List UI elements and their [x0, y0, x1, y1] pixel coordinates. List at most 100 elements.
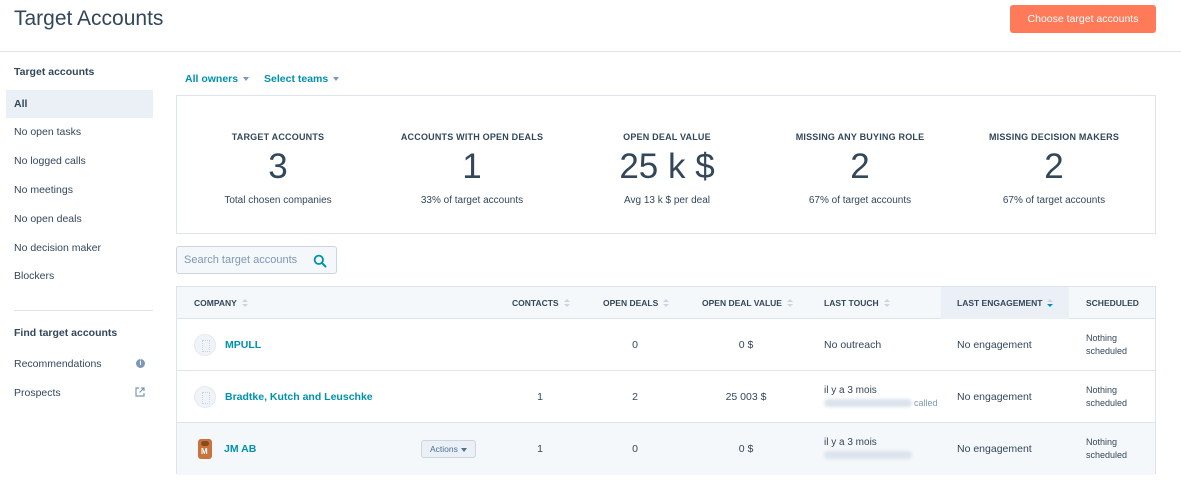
stat-label: MISSING DECISION MAKERS — [988, 132, 1120, 142]
table-row: MPULL 0 0 $ No outreach No engagement No… — [177, 319, 1155, 371]
engagement-cell: No engagement — [957, 339, 1032, 351]
stat-accounts-with-open-deals: ACCOUNTS WITH OPEN DEALS 1 33% of target… — [374, 96, 570, 235]
sort-descending-icon — [1047, 299, 1054, 308]
stat-subtext: 67% of target accounts — [1002, 195, 1106, 206]
stat-missing-buying-role: MISSING ANY BUYING ROLE 2 67% of target … — [762, 96, 958, 235]
sidebar-item-no-meetings[interactable]: No meetings — [14, 184, 73, 196]
table-row: M JM AB Actions 1 0 0 $ il y a 3 mois No… — [177, 423, 1155, 475]
stat-label: OPEN DEAL VALUE — [623, 132, 711, 142]
scheduled-cell: Nothing scheduled — [1086, 437, 1128, 460]
redacted-contact — [824, 399, 912, 408]
column-header-open-deal-value[interactable]: OPEN DEAL VALUE — [702, 287, 793, 319]
open-deals-cell: 2 — [632, 391, 638, 403]
scheduled-cell: Nothing scheduled — [1086, 333, 1128, 356]
column-header-last-touch[interactable]: LAST TOUCH — [824, 287, 890, 319]
stat-value: 3 — [268, 147, 288, 186]
page-title: Target Accounts — [14, 7, 164, 30]
sidebar-item-prospects[interactable]: Prospects — [6, 379, 153, 407]
owners-filter-dropdown[interactable]: All owners — [185, 73, 250, 85]
engagement-cell: No engagement — [957, 391, 1032, 403]
page-header: Target Accounts Choose target accounts — [0, 0, 1181, 52]
sort-icon — [241, 299, 248, 308]
engagement-cell: No engagement — [957, 443, 1032, 455]
stat-subtext: Avg 13 k $ per deal — [624, 195, 710, 206]
actions-dropdown-button[interactable]: Actions — [421, 440, 476, 458]
column-header-open-deals[interactable]: OPEN DEALS — [603, 287, 670, 319]
stat-value: 2 — [1044, 147, 1064, 186]
last-touch-cell: No outreach — [824, 339, 882, 351]
stat-subtext: 67% of target accounts — [808, 195, 912, 206]
last-touch-cell: il y a 3 mois called — [824, 371, 938, 423]
table-row: Bradtke, Kutch and Leuschke 1 2 25 003 $… — [177, 371, 1155, 423]
sort-icon — [883, 299, 890, 308]
scheduled-cell: Nothing scheduled — [1086, 385, 1128, 408]
sidebar-heading: Target accounts — [14, 66, 95, 78]
stat-value: 25 k $ — [619, 147, 715, 186]
company-logo-placeholder — [194, 386, 216, 408]
sidebar-item-blockers[interactable]: Blockers — [14, 270, 55, 282]
company-link[interactable]: JM AB — [224, 443, 257, 455]
last-touch-detail: called — [914, 398, 938, 408]
company-logo: M — [198, 439, 212, 459]
info-icon: i — [136, 350, 145, 378]
choose-target-accounts-button[interactable]: Choose target accounts — [1010, 5, 1156, 33]
stat-value: 1 — [462, 147, 482, 186]
company-cell: MPULL — [194, 319, 261, 371]
sort-icon — [663, 299, 670, 308]
stat-missing-decision-makers: MISSING DECISION MAKERS 2 67% of target … — [956, 96, 1152, 235]
company-logo-placeholder — [194, 334, 216, 356]
stat-open-deal-value: OPEN DEAL VALUE 25 k $ Avg 13 k $ per de… — [569, 96, 765, 235]
stat-label: ACCOUNTS WITH OPEN DEALS — [400, 132, 544, 142]
company-link[interactable]: Bradtke, Kutch and Leuschke — [225, 391, 373, 403]
chevron-down-icon — [333, 77, 340, 82]
deal-value-cell: 0 $ — [738, 443, 754, 455]
last-touch-cell: il y a 3 mois — [824, 423, 912, 475]
search-icon[interactable] — [313, 254, 327, 268]
teams-filter-dropdown[interactable]: Select teams — [264, 73, 340, 85]
sidebar-item-no-open-tasks[interactable]: No open tasks — [14, 126, 82, 138]
search-input[interactable] — [178, 248, 304, 272]
sidebar-item-no-logged-calls[interactable]: No logged calls — [14, 155, 86, 167]
summary-stats-panel: TARGET ACCOUNTS 3 Total chosen companies… — [176, 95, 1156, 234]
table-header: COMPANY CONTACTS OPEN DEALS OPEN DEAL VA… — [177, 287, 1155, 319]
sidebar-divider — [14, 310, 153, 311]
company-cell: M JM AB — [194, 423, 256, 475]
sidebar-item-recommendations[interactable]: Recommendations i — [6, 350, 153, 378]
external-link-icon — [135, 379, 145, 407]
sidebar-item-no-decision-maker[interactable]: No decision maker — [14, 242, 101, 254]
contacts-cell — [507, 319, 573, 371]
sort-icon — [786, 299, 793, 308]
open-deals-cell: 0 — [632, 339, 638, 351]
owners-filter-label: All owners — [185, 73, 239, 85]
stat-label: TARGET ACCOUNTS — [231, 132, 325, 142]
last-touch-time: il y a 3 mois — [824, 385, 877, 396]
deal-value-cell: 0 $ — [738, 339, 754, 351]
stat-target-accounts: TARGET ACCOUNTS 3 Total chosen companies — [180, 96, 376, 235]
sort-icon — [563, 299, 570, 308]
column-header-company[interactable]: COMPANY — [194, 287, 248, 319]
contacts-cell: 1 — [537, 443, 543, 455]
stat-label: MISSING ANY BUYING ROLE — [795, 132, 925, 142]
column-header-last-engagement[interactable]: LAST ENGAGEMENT — [941, 287, 1069, 319]
sidebar-item-all[interactable]: All — [6, 90, 153, 118]
stat-subtext: 33% of target accounts — [420, 195, 524, 206]
redacted-contact — [824, 451, 912, 460]
sidebar-item-label: Recommendations — [14, 358, 102, 370]
deal-value-cell: 25 003 $ — [725, 391, 767, 403]
sidebar-item-label: Prospects — [14, 387, 61, 399]
sidebar-item-no-open-deals[interactable]: No open deals — [14, 213, 82, 225]
teams-filter-label: Select teams — [264, 73, 329, 85]
stat-value: 2 — [850, 147, 870, 186]
stat-subtext: Total chosen companies — [224, 195, 332, 206]
search-box — [176, 246, 337, 274]
last-touch-time: il y a 3 mois — [824, 437, 877, 448]
find-target-accounts-heading: Find target accounts — [14, 327, 118, 339]
sidebar: Target accounts All No open tasks No log… — [0, 52, 160, 480]
company-cell: Bradtke, Kutch and Leuschke — [194, 371, 373, 423]
column-header-scheduled[interactable]: SCHEDULED — [1086, 298, 1139, 308]
company-link[interactable]: MPULL — [225, 339, 262, 351]
chevron-down-icon — [460, 447, 467, 452]
contacts-cell: 1 — [537, 391, 543, 403]
open-deals-cell: 0 — [632, 443, 638, 455]
column-header-contacts[interactable]: CONTACTS — [512, 287, 570, 319]
